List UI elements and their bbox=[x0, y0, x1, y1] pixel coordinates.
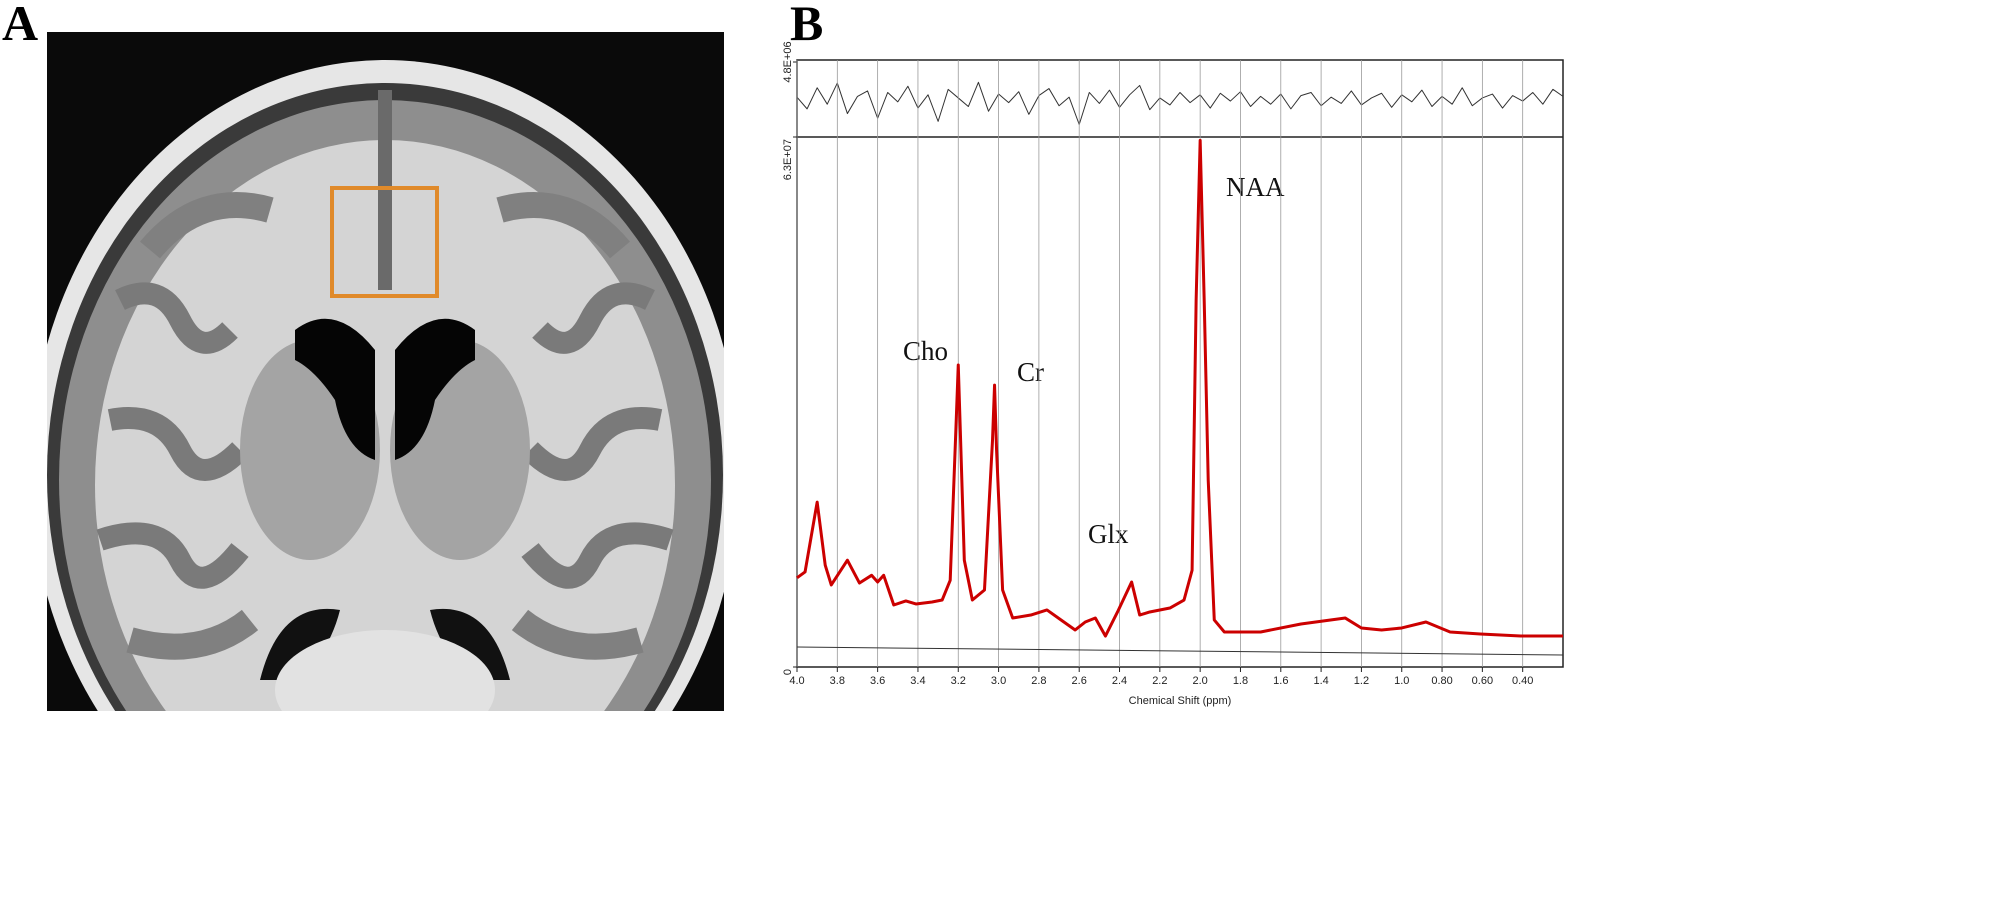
x-tick-label: 1.4 bbox=[1313, 675, 1328, 687]
y-tick-label: 6.3E+07 bbox=[782, 139, 794, 180]
x-tick-label: 3.6 bbox=[870, 675, 885, 687]
x-tick-label: 1.2 bbox=[1354, 675, 1369, 687]
voxel-box bbox=[330, 186, 439, 298]
x-tick-label: 3.2 bbox=[951, 675, 966, 687]
x-tick-label: 2.0 bbox=[1193, 675, 1208, 687]
data-line bbox=[796, 138, 1563, 638]
x-tick-label: 2.6 bbox=[1072, 675, 1087, 687]
panel-label: B bbox=[790, 0, 823, 51]
peak-label: Glx bbox=[1088, 519, 1129, 549]
x-tick-label: 2.2 bbox=[1152, 675, 1167, 687]
x-tick-label: 3.8 bbox=[830, 675, 845, 687]
x-tick-label: 0.80 bbox=[1431, 675, 1452, 687]
x-axis-label: Chemical Shift (ppm) bbox=[1129, 695, 1232, 707]
peak-label: NAA bbox=[1226, 172, 1285, 202]
x-tick-label: 1.0 bbox=[1394, 675, 1409, 687]
x-tick-label: 3.0 bbox=[991, 675, 1006, 687]
x-tick-label: 4.0 bbox=[789, 675, 804, 687]
x-tick-label: 1.8 bbox=[1233, 675, 1248, 687]
x-tick-label: 2.4 bbox=[1112, 675, 1127, 687]
peak-label: Cho bbox=[903, 336, 948, 366]
peak-label: Cr bbox=[1017, 357, 1044, 387]
x-tick-label: 0.40 bbox=[1512, 675, 1533, 687]
mri-image bbox=[47, 32, 724, 711]
x-tick-label: 1.6 bbox=[1273, 675, 1288, 687]
x-tick-label: 3.4 bbox=[910, 675, 925, 687]
x-tick-label: 2.8 bbox=[1031, 675, 1046, 687]
panel-label: A bbox=[2, 0, 38, 51]
data-line bbox=[796, 646, 1564, 656]
y-tick-label: 0 bbox=[782, 669, 794, 675]
y-tick-label: 4.8E+06 bbox=[782, 41, 794, 82]
data-line bbox=[796, 81, 1564, 125]
x-tick-label: 0.60 bbox=[1472, 675, 1493, 687]
